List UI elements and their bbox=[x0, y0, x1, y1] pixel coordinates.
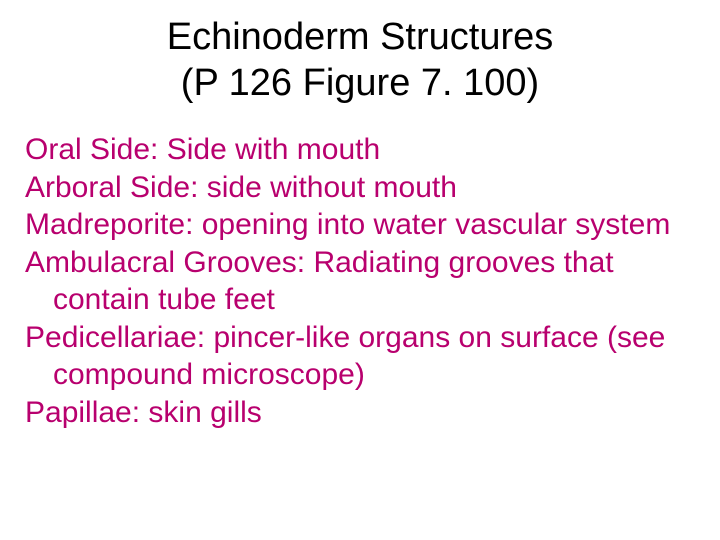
body-item: Papillae: skin gills bbox=[25, 394, 695, 432]
body-item: Oral Side: Side with mouth bbox=[25, 131, 695, 169]
slide-title: Echinoderm Structures (P 126 Figure 7. 1… bbox=[25, 15, 695, 106]
title-line-2: (P 126 Figure 7. 100) bbox=[181, 62, 539, 104]
slide-container: Echinoderm Structures (P 126 Figure 7. 1… bbox=[0, 0, 720, 540]
body-item: Arboral Side: side without mouth bbox=[25, 169, 695, 207]
title-line-1: Echinoderm Structures bbox=[167, 16, 554, 58]
body-item: Madreporite: opening into water vascular… bbox=[25, 206, 695, 244]
body-item: Ambulacral Grooves: Radiating grooves th… bbox=[25, 244, 695, 319]
body-item: Pedicellariae: pincer-like organs on sur… bbox=[25, 319, 695, 394]
slide-body: Oral Side: Side with mouth Arboral Side:… bbox=[25, 131, 695, 431]
